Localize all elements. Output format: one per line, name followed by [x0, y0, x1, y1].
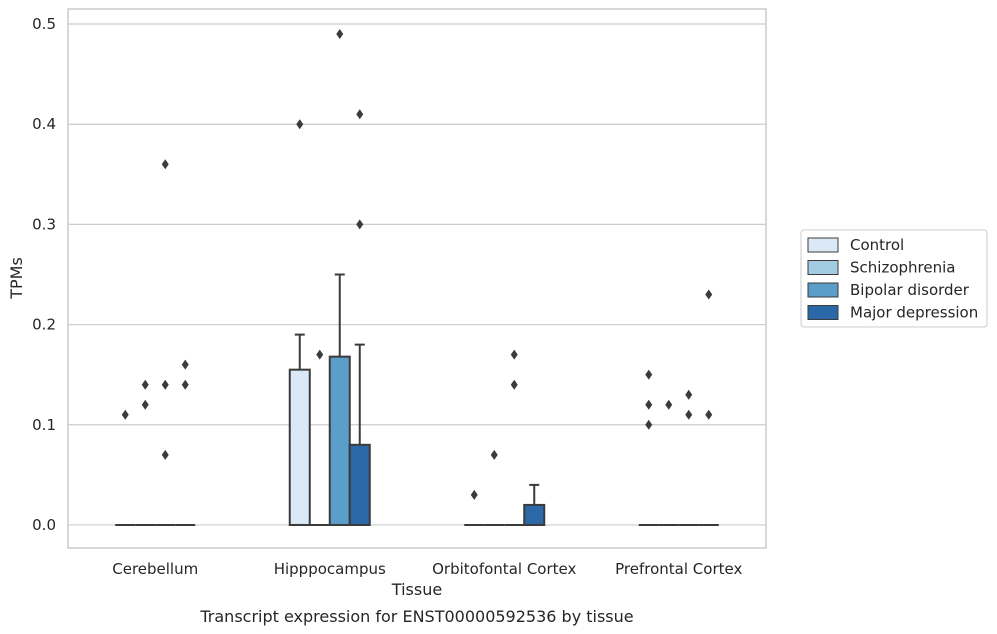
plot-marks — [115, 29, 719, 526]
outlier-point — [685, 389, 693, 400]
legend-swatch — [807, 282, 839, 298]
legend-swatch — [807, 237, 839, 253]
box-bipolar-disorder-1 — [328, 29, 351, 526]
box-control-2 — [464, 489, 485, 526]
box-schizophrenia-3 — [658, 399, 679, 526]
box-body — [288, 368, 311, 526]
outlier-point — [181, 359, 189, 370]
outlier-point — [161, 159, 169, 170]
outlier-point — [510, 379, 518, 390]
outlier-point — [705, 289, 713, 300]
box-control-3 — [638, 369, 659, 526]
outlier-point — [705, 409, 713, 420]
x-tick-label: Cerebellum — [112, 560, 198, 578]
legend-swatch — [807, 260, 839, 275]
y-tick-label: 0.5 — [32, 15, 56, 33]
box-bipolar-disorder-2 — [504, 349, 525, 526]
y-tick-label: 0.3 — [32, 215, 56, 233]
outlier-point — [510, 349, 518, 360]
outlier-point — [181, 379, 189, 390]
box-bipolar-disorder-3 — [678, 389, 699, 526]
box-schizophrenia-2 — [484, 449, 505, 526]
plot-frame — [67, 8, 767, 549]
box-body — [328, 355, 351, 526]
outlier-point — [141, 379, 149, 390]
y-tick-label: 0.1 — [32, 416, 56, 434]
outlier-point — [356, 219, 364, 230]
outlier-point — [645, 419, 653, 430]
box-control-0 — [115, 409, 136, 526]
box-schizophrenia-0 — [135, 379, 156, 526]
x-axis-label: Tissue — [391, 580, 442, 599]
box-major-depression-1 — [348, 109, 371, 526]
outlier-point — [316, 349, 324, 360]
x-tick-label: Prefrontal Cortex — [615, 560, 742, 578]
box-control-1 — [288, 119, 311, 526]
outlier-point — [470, 489, 478, 500]
outlier-point — [490, 449, 498, 460]
outlier-point — [665, 399, 673, 410]
outlier-point — [356, 109, 364, 120]
legend-label: Major depression — [850, 304, 978, 322]
box-bipolar-disorder-0 — [155, 159, 176, 526]
legend-swatch — [807, 305, 839, 320]
outlier-point — [141, 399, 149, 410]
y-tick-label: 0.4 — [32, 115, 56, 133]
y-tick-labels: 0.0 0.1 0.2 0.3 0.4 0.5 — [32, 15, 56, 534]
legend: Control Schizophrenia Bipolar disorder Majo… — [800, 229, 988, 328]
box-major-depression-3 — [698, 289, 719, 526]
outlier-point — [336, 29, 344, 40]
box-major-depression-0 — [175, 359, 196, 526]
outlier-point — [161, 379, 169, 390]
legend-label: Bipolar disorder — [850, 281, 970, 299]
outlier-point — [645, 369, 653, 380]
outlier-point — [685, 409, 693, 420]
box-body — [348, 443, 371, 526]
box-major-depression-2 — [523, 483, 546, 526]
legend-frame — [800, 229, 988, 328]
outlier-point — [296, 119, 304, 130]
box-body — [523, 503, 546, 526]
gridlines — [68, 23, 766, 526]
outlier-point — [645, 399, 653, 410]
x-tick-label: Hipppocampus — [274, 560, 386, 578]
chart-caption: Transcript expression for ENST0000059253… — [199, 607, 633, 626]
legend-label: Schizophrenia — [850, 259, 955, 277]
y-tick-label: 0.0 — [32, 516, 56, 534]
y-tick-label: 0.2 — [32, 316, 56, 334]
x-tick-labels: Cerebellum Hipppocampus Orbitofontal Corte… — [112, 560, 742, 578]
outlier-point — [161, 449, 169, 460]
box-schizophrenia-1 — [309, 349, 330, 526]
x-tick-label: Orbitofontal Cortex — [432, 560, 576, 578]
legend-label: Control — [850, 236, 904, 254]
y-axis-label: TPMs — [7, 257, 26, 300]
outlier-point — [121, 409, 129, 420]
